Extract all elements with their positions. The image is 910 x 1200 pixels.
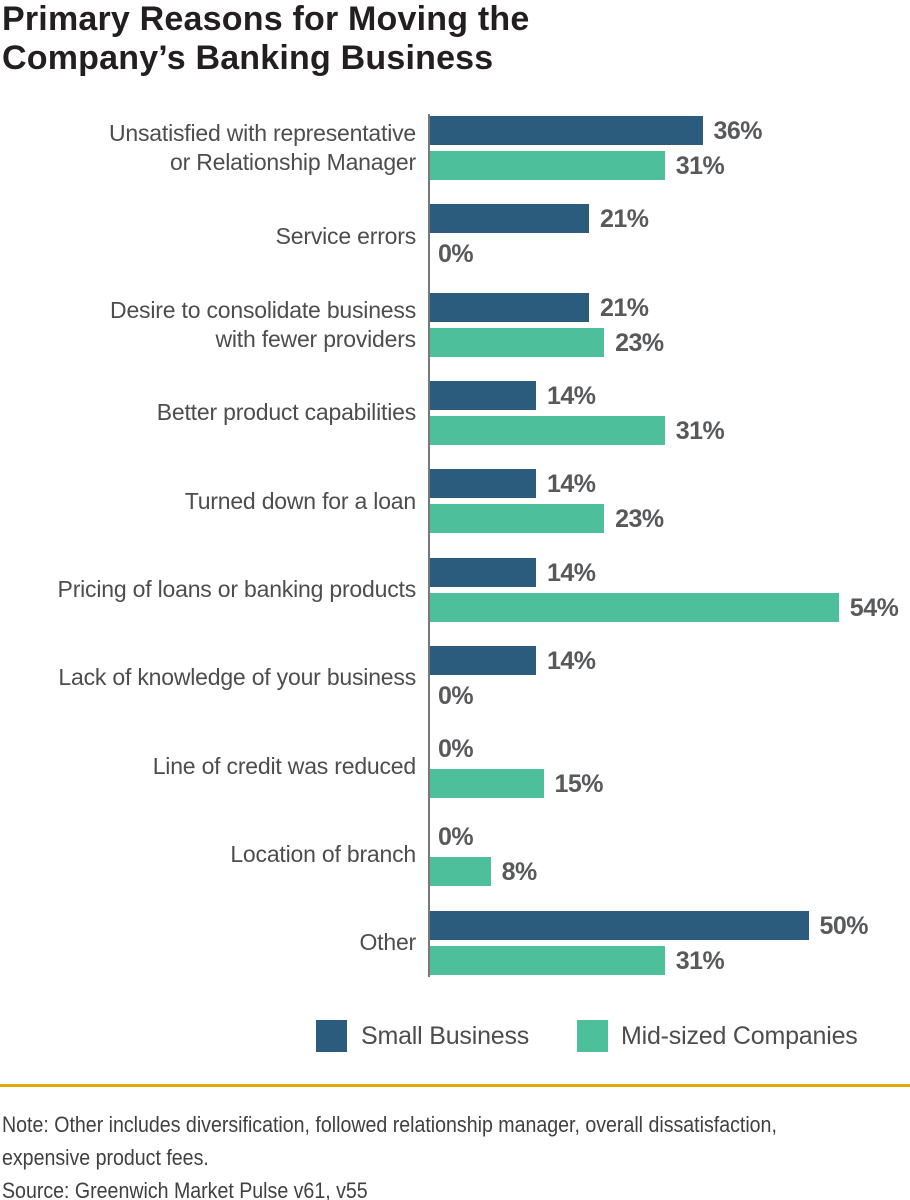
- bar-small-business: [430, 557, 536, 587]
- value-label: 8%: [501, 858, 538, 887]
- category-label: Better product capabilities: [156, 399, 416, 426]
- category-label: Pricing of loans or banking products: [57, 576, 417, 602]
- value-label: 23%: [615, 328, 664, 357]
- value-label: 50%: [819, 911, 869, 940]
- chart-title-line1: Primary Reasons for Moving the: [2, 0, 530, 38]
- value-label: 15%: [554, 770, 604, 799]
- bar-small-business: [430, 116, 703, 145]
- category-label: Lack of knowledge of your business: [58, 664, 416, 691]
- axis-line: [428, 114, 430, 977]
- value-label: 54%: [849, 593, 899, 622]
- value-label: 14%: [547, 470, 596, 499]
- bar-mid-sized-companies: [430, 415, 665, 445]
- legend-label-small-business: Small Business: [361, 1022, 530, 1050]
- value-label: 0%: [438, 681, 474, 710]
- bar-small-business: [430, 910, 809, 940]
- legend-label-mid-sized-companies: Mid-sized Companies: [621, 1022, 858, 1050]
- category-label: Unsatisfied with representative or Relat…: [108, 120, 416, 175]
- category-label: Service errors: [275, 222, 417, 249]
- bar-mid-sized-companies: [430, 327, 605, 357]
- bar-mid-sized-companies: [430, 857, 491, 887]
- bar-small-business: [430, 380, 536, 410]
- category-label: Turned down for a loan: [184, 487, 416, 514]
- value-label: 31%: [675, 416, 725, 445]
- footnote: Note: Other includes diversification, fo…: [2, 1108, 777, 1200]
- note-line-2: expensive product fees.: [2, 1145, 209, 1170]
- bar-mid-sized-companies: [430, 769, 544, 799]
- divider-line: [0, 1084, 910, 1087]
- value-label: 0%: [438, 240, 474, 269]
- legend-swatch-small-business: [316, 1020, 347, 1052]
- legend-swatch-mid-sized-companies: [577, 1020, 608, 1052]
- bar-mid-sized-companies: [430, 151, 665, 180]
- bar-mid-sized-companies: [430, 504, 605, 534]
- value-label: 23%: [615, 505, 664, 534]
- category-label: Line of credit was reduced: [152, 752, 416, 779]
- note-line-1: Note: Other includes diversification, fo…: [2, 1112, 777, 1137]
- source-line: Source: Greenwich Market Pulse v61, v55: [2, 1178, 368, 1200]
- bar-mid-sized-companies: [430, 592, 839, 622]
- value-label: 14%: [547, 381, 596, 410]
- category-label: Desire to consolidate business with fewe…: [110, 296, 416, 352]
- value-label: 0%: [438, 735, 474, 764]
- chart-title-line2: Company’s Banking Business: [2, 39, 494, 77]
- value-label: 36%: [713, 117, 763, 145]
- category-label: Location of branch: [230, 840, 416, 867]
- value-label: 31%: [675, 946, 725, 975]
- bar-small-business: [430, 292, 589, 322]
- bar-chart: Unsatisfied with representative or Relat…: [57, 116, 899, 975]
- category-label: Other: [359, 929, 416, 956]
- chart-title: Primary Reasons for Moving the Company’s…: [2, 0, 529, 78]
- value-label: 0%: [438, 823, 474, 852]
- value-label: 14%: [547, 646, 596, 675]
- value-label: 21%: [600, 205, 649, 234]
- bar-small-business: [430, 204, 589, 234]
- bar-small-business: [430, 645, 536, 675]
- value-label: 31%: [675, 152, 725, 180]
- bar-mid-sized-companies: [430, 945, 665, 975]
- value-label: 14%: [547, 558, 596, 587]
- bar-small-business: [430, 469, 536, 499]
- value-label: 21%: [600, 293, 649, 322]
